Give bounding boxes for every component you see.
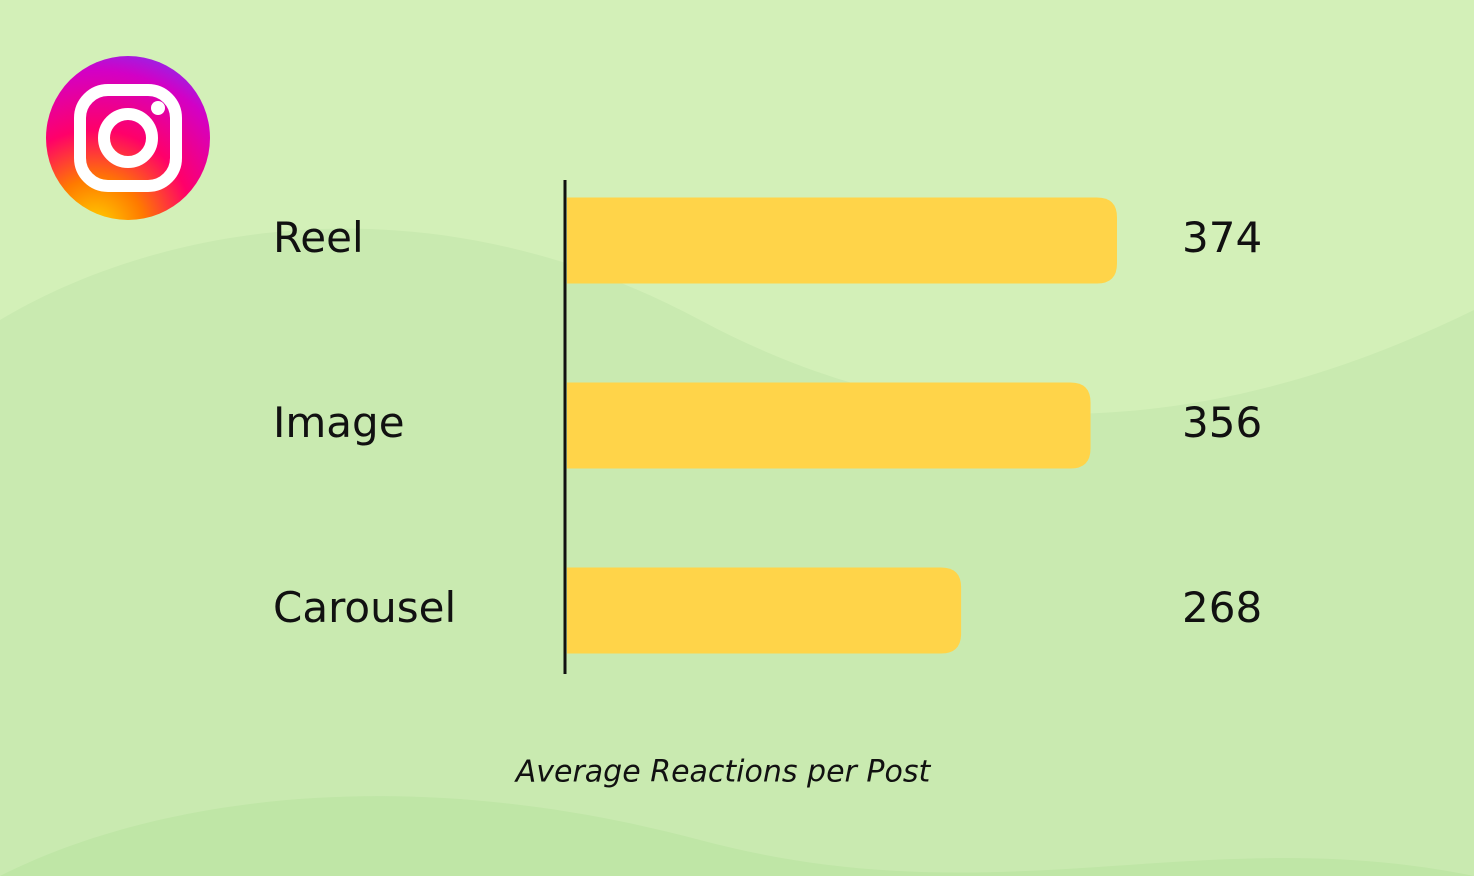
category-label: Image	[273, 398, 405, 447]
value-label: 356	[1182, 398, 1262, 447]
category-label: Reel	[273, 213, 364, 262]
value-label: 374	[1182, 213, 1262, 262]
value-label: 268	[1182, 583, 1262, 632]
bar	[567, 567, 962, 654]
instagram-logo	[46, 56, 210, 220]
bar	[567, 382, 1091, 469]
background-wave	[0, 228, 1474, 876]
background-wave	[0, 796, 1474, 876]
axis-label: Average Reactions per Post	[514, 755, 932, 790]
category-label: Carousel	[273, 583, 456, 632]
bar	[567, 197, 1117, 284]
